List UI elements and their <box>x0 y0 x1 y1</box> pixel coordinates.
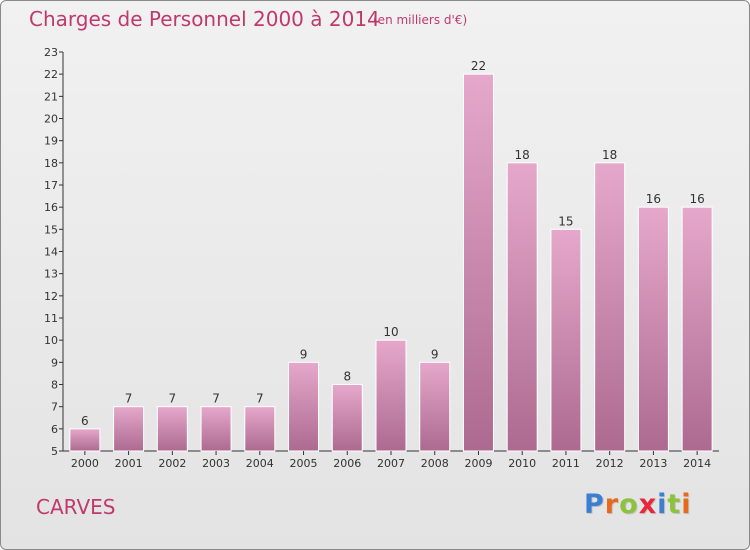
y-tick-label: 21 <box>44 90 58 103</box>
data-label: 18 <box>515 148 530 162</box>
bar <box>331 384 363 452</box>
x-tick-label: 2013 <box>639 457 667 470</box>
y-tick-label: 20 <box>44 113 58 126</box>
logo-letter: i <box>681 489 692 520</box>
data-label: 9 <box>300 347 308 361</box>
x-tick-label: 2005 <box>290 457 318 470</box>
x-tick-label: 2000 <box>71 457 99 470</box>
bar <box>462 73 494 452</box>
y-tick-label: 6 <box>51 423 58 436</box>
y-tick-label: 11 <box>44 312 58 325</box>
x-tick-label: 2004 <box>246 457 274 470</box>
bar <box>156 406 188 452</box>
y-tick-label: 18 <box>44 157 58 170</box>
x-tick-label: 2007 <box>377 457 405 470</box>
bar <box>200 406 232 452</box>
bar <box>681 206 713 452</box>
bar <box>506 162 538 452</box>
x-tick-label: 2009 <box>464 457 492 470</box>
bar <box>288 361 320 452</box>
y-tick-label: 9 <box>51 356 58 369</box>
x-tick-label: 2008 <box>421 457 449 470</box>
y-tick-label: 17 <box>44 179 58 192</box>
bar <box>550 228 582 452</box>
data-label: 16 <box>689 192 704 206</box>
logo-letter: t <box>667 489 682 520</box>
data-label: 7 <box>256 392 264 406</box>
data-label: 7 <box>125 392 133 406</box>
data-label: 9 <box>431 347 439 361</box>
x-tick-label: 2014 <box>683 457 711 470</box>
y-tick-label: 13 <box>44 268 58 281</box>
commune-name: CARVES <box>36 495 116 519</box>
proxiti-logo[interactable]: Proxiti <box>584 489 692 520</box>
data-label: 10 <box>383 325 398 339</box>
bar <box>244 406 276 452</box>
logo-letter: P <box>584 489 605 520</box>
logo-letter: o <box>619 489 639 520</box>
data-label: 18 <box>602 148 617 162</box>
data-label: 16 <box>646 192 661 206</box>
y-tick-label: 8 <box>51 379 58 392</box>
chart-title: Charges de Personnel 2000 à 2014 <box>29 7 380 31</box>
data-label: 8 <box>343 370 351 384</box>
y-tick-label: 12 <box>44 290 58 303</box>
y-tick-label: 19 <box>44 135 58 148</box>
bar <box>375 339 407 452</box>
data-label: 15 <box>558 214 573 228</box>
x-tick-label: 2012 <box>596 457 624 470</box>
data-label: 6 <box>81 414 89 428</box>
logo-letter: r <box>604 489 620 520</box>
bar <box>69 428 101 452</box>
x-tick-label: 2002 <box>158 457 186 470</box>
x-tick-label: 2003 <box>202 457 230 470</box>
y-tick-label: 7 <box>51 401 58 414</box>
y-tick-label: 10 <box>44 334 58 347</box>
y-tick-label: 5 <box>51 445 58 458</box>
bar <box>113 406 145 452</box>
y-tick-label: 16 <box>44 201 58 214</box>
data-label: 22 <box>471 59 486 73</box>
x-tick-label: 2001 <box>115 457 143 470</box>
data-label: 7 <box>212 392 220 406</box>
chart-subtitle: (en milliers d'€) <box>373 13 468 27</box>
logo-letter: x <box>638 489 658 520</box>
bar <box>637 206 669 452</box>
x-tick-label: 2010 <box>508 457 536 470</box>
y-tick-label: 23 <box>44 46 58 59</box>
data-label: 7 <box>169 392 177 406</box>
x-tick-label: 2011 <box>552 457 580 470</box>
y-tick-label: 15 <box>44 223 58 236</box>
bar <box>594 162 626 452</box>
logo-letter: i <box>657 489 668 520</box>
x-tick-label: 2006 <box>333 457 361 470</box>
y-tick-label: 22 <box>44 68 58 81</box>
bar <box>419 361 451 452</box>
y-tick-label: 14 <box>44 246 58 259</box>
